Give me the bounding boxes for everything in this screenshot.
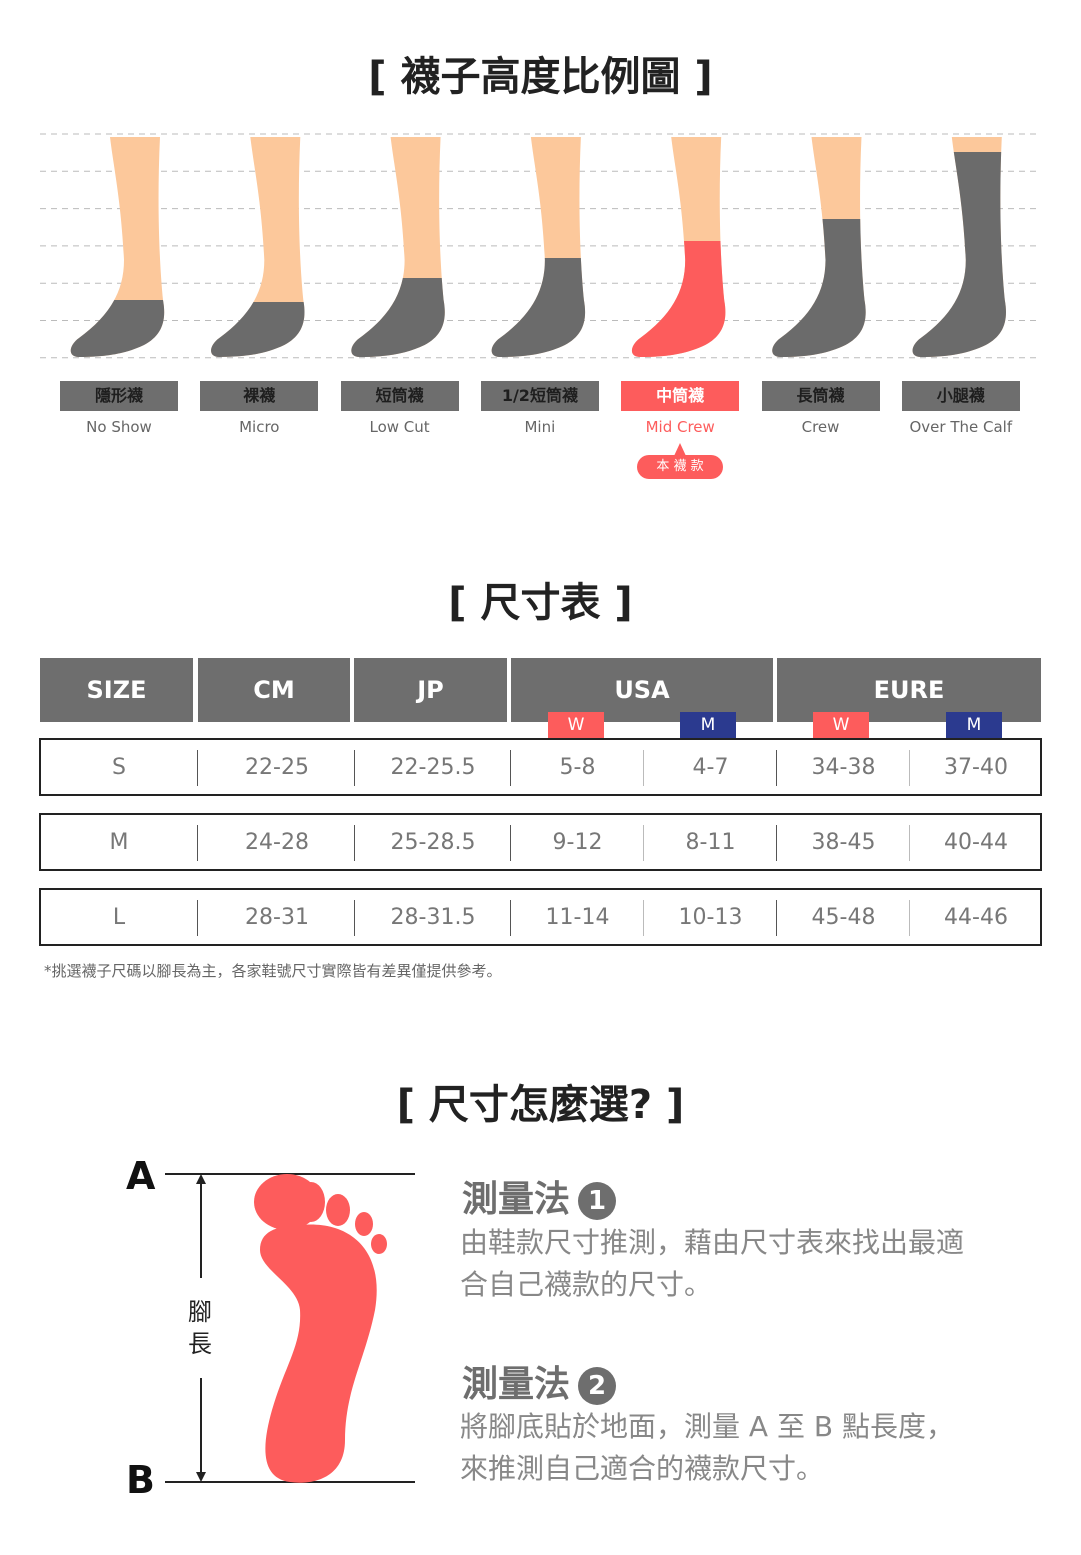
method-1-number: 1 (578, 1182, 617, 1220)
size-cell: 8-11 (685, 830, 736, 855)
sock-0 (70, 137, 165, 357)
method-1-title: 測量法 (462, 1179, 571, 1220)
usa-w-badge: W (548, 712, 604, 738)
cell-divider (354, 750, 355, 786)
size-cell: 38-45 (811, 830, 876, 855)
badge-pointer (674, 443, 686, 456)
size-cell: 40-44 (944, 830, 1008, 855)
eure-w-badge: W (813, 712, 869, 738)
foot-length-label: 腳長 (188, 1298, 212, 1358)
size-cell: 25-28.5 (390, 830, 476, 855)
size-row: S 22-25 22-25.5 5-8 4-7 34-38 37-40 (39, 738, 1042, 796)
cell-divider (909, 900, 910, 936)
cell-divider (776, 825, 777, 861)
size-chart-title: [ 尺寸表 ] (448, 580, 633, 626)
sock-1 (211, 137, 305, 357)
sock-type-en: Over The Calf (909, 418, 1013, 436)
size-cell: 11-14 (545, 905, 610, 930)
size-cell: 22-25.5 (390, 755, 476, 780)
cell-divider (643, 750, 644, 786)
size-cell: 10-13 (678, 905, 743, 930)
header-cm: CM (198, 658, 350, 722)
cell-divider (197, 900, 198, 936)
cell-divider (776, 750, 777, 786)
sock-4 (631, 137, 726, 357)
sock-type-zh: 長筒襪 (761, 381, 880, 411)
foot-diagram (165, 1173, 415, 1483)
size-row: M 24-28 25-28.5 9-12 8-11 38-45 40-44 (39, 813, 1042, 871)
size-cell: M (109, 830, 129, 855)
size-cell: S (112, 755, 126, 780)
size-cell: 28-31 (245, 905, 309, 930)
cell-divider (643, 900, 644, 936)
size-cell: 4-7 (692, 755, 729, 780)
usa-m-badge: M (680, 712, 736, 738)
point-a-label: A (126, 1154, 156, 1198)
size-cell: 5-8 (559, 755, 596, 780)
size-cell: 34-38 (811, 755, 876, 780)
method-2-heading: 測量法 2 (462, 1355, 617, 1407)
size-cell: 45-48 (811, 905, 876, 930)
size-note: *挑選襪子尺碼以腳長為主，各家鞋號尺寸實際皆有差異僅提供參考。 (44, 962, 502, 980)
header-eure: EURE (777, 658, 1041, 722)
sock-type-en: Crew (801, 418, 840, 436)
cell-divider (776, 900, 777, 936)
sock-height-illustration (40, 133, 1041, 359)
sock-type-en: Micro (239, 418, 280, 436)
cell-divider (909, 750, 910, 786)
cell-divider (510, 825, 511, 861)
method-2-title: 測量法 (462, 1364, 571, 1405)
size-cell: 37-40 (944, 755, 1008, 780)
size-cell: 24-28 (245, 830, 309, 855)
method-2-number: 2 (578, 1367, 617, 1405)
sock-type-en: Mini (524, 418, 556, 436)
cell-divider (354, 900, 355, 936)
method-2-text: 將腳底貼於地面，測量 A 至 B 點長度，來推測自己適合的襪款尺寸。 (460, 1410, 954, 1485)
how-to-choose-title: [ 尺寸怎麼選? ] (396, 1082, 685, 1128)
sock-type-zh: 裸襪 (200, 381, 319, 411)
sock-3 (491, 137, 586, 357)
size-cell: 9-12 (552, 830, 603, 855)
sock-type-zh: 中筒襪 (621, 381, 740, 411)
size-cell: 28-31.5 (390, 905, 476, 930)
sock-type-en: Low Cut (369, 418, 430, 436)
header-jp: JP (354, 658, 507, 722)
sock-5 (772, 137, 866, 357)
this-item-badge: 本 襪 款 (637, 455, 723, 479)
size-cell: 22-25 (245, 755, 309, 780)
sock-type-zh: 1/2短筒襪 (480, 381, 599, 411)
size-row: L 28-31 28-31.5 11-14 10-13 45-48 44-46 (39, 888, 1042, 946)
header-size: SIZE (40, 658, 193, 722)
size-cell: L (112, 905, 126, 930)
cell-divider (909, 825, 910, 861)
sock-type-en: No Show (86, 418, 152, 436)
cell-divider (197, 825, 198, 861)
sock-type-zh: 短筒襪 (340, 381, 459, 411)
sock-type-zh: 隱形襪 (60, 381, 178, 411)
eure-m-badge: M (946, 712, 1002, 738)
point-b-label: B (126, 1458, 155, 1502)
cell-divider (354, 825, 355, 861)
sock-type-zh: 小腿襪 (901, 381, 1020, 411)
cell-divider (510, 900, 511, 936)
sock-type-en: Mid Crew (645, 418, 715, 436)
sock-2 (351, 137, 445, 357)
method-1-heading: 測量法 1 (462, 1170, 617, 1222)
cell-divider (643, 825, 644, 861)
size-cell: 44-46 (944, 905, 1008, 930)
header-usa: USA (511, 658, 773, 722)
cell-divider (510, 750, 511, 786)
cell-divider (197, 750, 198, 786)
method-1-text: 由鞋款尺寸推測，藉由尺寸表來找出最適合自己襪款的尺寸。 (460, 1226, 965, 1301)
sock-6 (912, 137, 1006, 357)
sock-height-title: [ 襪子高度比例圖 ] (368, 54, 713, 100)
